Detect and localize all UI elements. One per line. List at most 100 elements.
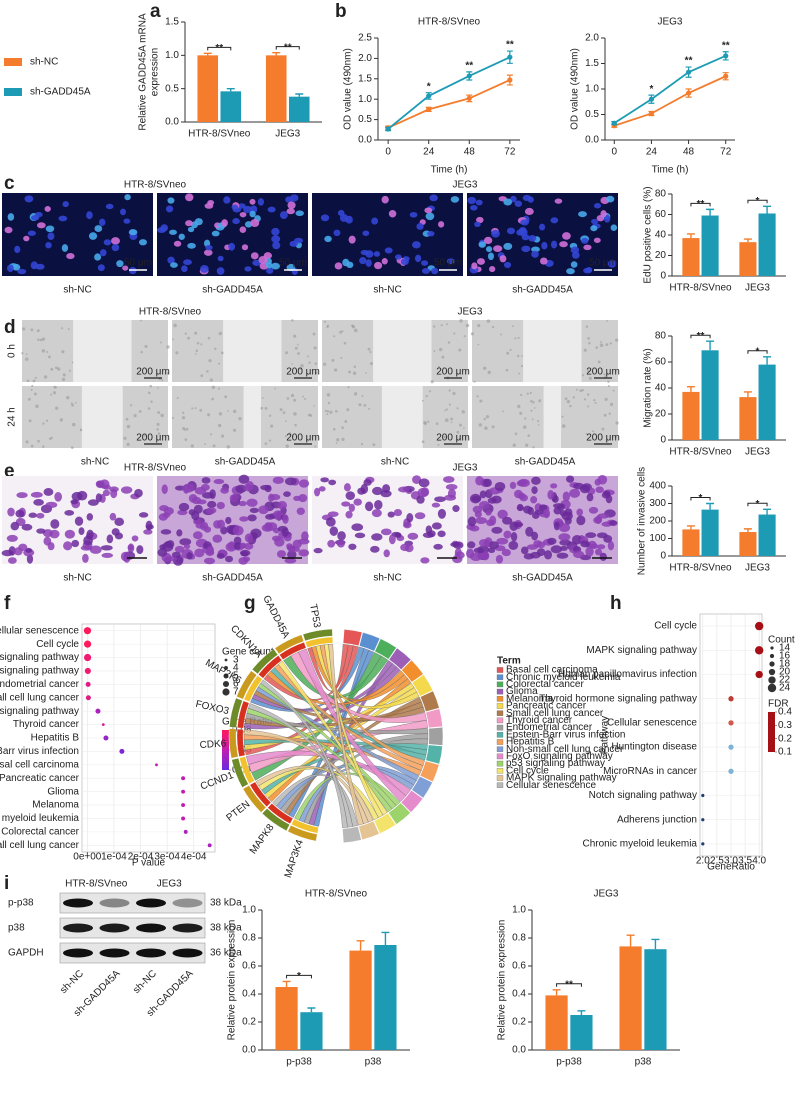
scale-bar-label: 200 μm xyxy=(136,367,170,378)
error-bar xyxy=(706,502,715,510)
invaded-cell xyxy=(235,484,247,493)
cell-speck xyxy=(333,368,338,372)
error-bar xyxy=(626,934,635,947)
gene-label: MAPK8 xyxy=(248,822,277,856)
invaded-cell xyxy=(357,487,366,495)
point xyxy=(685,69,692,75)
cell-speck xyxy=(517,336,520,339)
nucleus xyxy=(183,259,192,266)
scale-bar-label: 50 μm xyxy=(124,258,152,269)
invaded-cell xyxy=(258,505,269,515)
bar xyxy=(739,242,757,276)
cell-speck xyxy=(194,407,197,410)
cell-speck xyxy=(341,330,344,332)
invaded-cell xyxy=(580,540,590,548)
x-tick-label: 0 xyxy=(612,147,618,158)
invaded-cell xyxy=(553,506,562,515)
cell-speck xyxy=(312,332,316,336)
invaded-cell xyxy=(485,509,492,516)
nucleus xyxy=(120,208,127,216)
invaded-cell xyxy=(145,520,153,531)
cell-speck xyxy=(610,402,614,407)
lane-label: sh-NC xyxy=(131,968,159,996)
nucleus xyxy=(47,232,55,241)
y-tick-label: 0.4 xyxy=(242,989,256,1000)
cell-speck xyxy=(313,346,317,350)
term-legend-swatch xyxy=(496,760,504,767)
protein-size: 38 kDa xyxy=(210,923,242,934)
cell-speck xyxy=(604,397,608,401)
invaded-cell xyxy=(233,536,242,545)
cell-speck xyxy=(537,420,540,423)
y-tick-label: 200 xyxy=(649,516,666,527)
size-legend-dot xyxy=(770,646,774,650)
nucleus xyxy=(138,239,147,246)
cell-speck xyxy=(264,406,268,410)
cell-speck xyxy=(74,401,77,404)
series-line xyxy=(614,75,727,127)
cell-speck xyxy=(314,362,318,365)
cell-speck xyxy=(172,338,175,341)
term-legend-swatch xyxy=(496,768,504,774)
y-axis-label: Relative protein expression xyxy=(227,920,238,1041)
invaded-cell xyxy=(159,505,169,512)
term-arc xyxy=(401,659,424,683)
invaded-cell xyxy=(160,529,172,535)
cell-speck xyxy=(61,327,64,330)
cell-speck xyxy=(204,443,206,446)
bar xyxy=(644,949,667,1050)
protein-size: 38 kDa xyxy=(210,898,242,909)
cell-speck xyxy=(304,397,307,400)
invaded-cell xyxy=(249,507,259,514)
invaded-cell xyxy=(206,545,215,556)
cell-speck xyxy=(221,434,225,438)
cell-speck xyxy=(352,371,357,375)
significance-label: * xyxy=(756,196,760,207)
blot-band xyxy=(99,898,130,908)
bar xyxy=(739,532,757,556)
nucleus xyxy=(606,195,615,203)
lane-label: sh-NC xyxy=(58,968,86,996)
invaded-cell xyxy=(488,541,500,549)
nucleus xyxy=(506,227,516,235)
bar xyxy=(619,946,642,1050)
nucleus xyxy=(520,219,529,226)
invaded-cell xyxy=(30,491,43,498)
nucleus xyxy=(470,204,478,211)
nucleus xyxy=(550,240,558,249)
nucleus xyxy=(334,262,343,270)
significance-label: * xyxy=(649,84,653,95)
cell-speck xyxy=(531,418,534,421)
nucleus xyxy=(37,222,46,229)
cell-speck xyxy=(42,422,45,425)
image-label: sh-NC xyxy=(63,285,91,296)
invaded-cell xyxy=(143,529,153,535)
invaded-cell xyxy=(597,474,608,485)
cell-speck xyxy=(220,351,224,355)
nucleus xyxy=(167,256,175,264)
invaded-cell xyxy=(406,512,414,523)
dot xyxy=(119,748,125,754)
nucleus xyxy=(116,260,124,268)
chart-title: HTR-8/SVneo xyxy=(305,889,368,900)
y-category-label: Small cell lung cancer xyxy=(0,840,80,851)
invaded-cell xyxy=(433,543,443,550)
color-legend-title: FDR xyxy=(768,699,789,710)
nucleus xyxy=(421,268,430,274)
bar xyxy=(265,55,287,123)
cell-speck xyxy=(595,346,599,349)
y-axis-label: Pathway xyxy=(600,716,611,754)
protein-label: GAPDH xyxy=(8,948,44,959)
y-category-label: MAPK signaling pathway xyxy=(586,645,697,656)
cell-speck xyxy=(421,440,425,444)
invaded-cell xyxy=(383,549,390,558)
invaded-cell xyxy=(394,532,402,538)
bar xyxy=(570,1015,593,1050)
cell-speck xyxy=(351,324,354,328)
invaded-cell xyxy=(534,509,545,515)
nucleus xyxy=(499,255,507,263)
cell-speck xyxy=(603,373,606,376)
nucleus xyxy=(294,237,304,244)
nucleus xyxy=(270,262,280,270)
x-axis-label: Time (h) xyxy=(652,165,689,176)
